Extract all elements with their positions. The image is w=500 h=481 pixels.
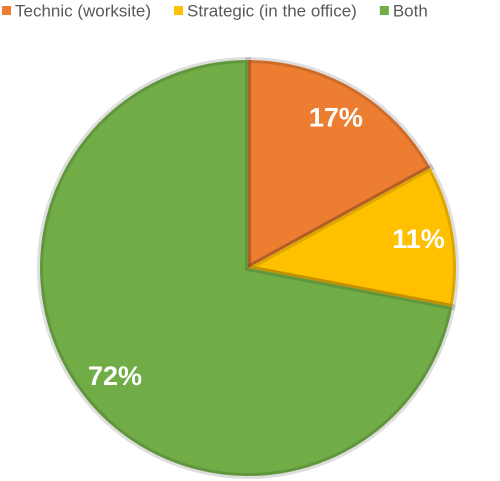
slice-border xyxy=(239,163,459,311)
pie-slice xyxy=(248,60,431,268)
slice-border xyxy=(245,56,435,274)
slice-border xyxy=(37,56,456,479)
legend-swatch xyxy=(379,6,389,15)
value-label: 11% xyxy=(392,224,445,254)
legend-text: Both xyxy=(393,1,428,20)
value-label: 17% xyxy=(309,103,363,133)
pie-slice xyxy=(248,167,456,307)
legend-swatch xyxy=(2,6,11,15)
legend-swatch xyxy=(174,6,184,15)
value-label: 72% xyxy=(88,361,142,391)
legend-text: Strategic (in the office) xyxy=(187,1,357,20)
pie-slice xyxy=(39,60,453,477)
legend-text: Technic (worksite) xyxy=(15,1,151,20)
